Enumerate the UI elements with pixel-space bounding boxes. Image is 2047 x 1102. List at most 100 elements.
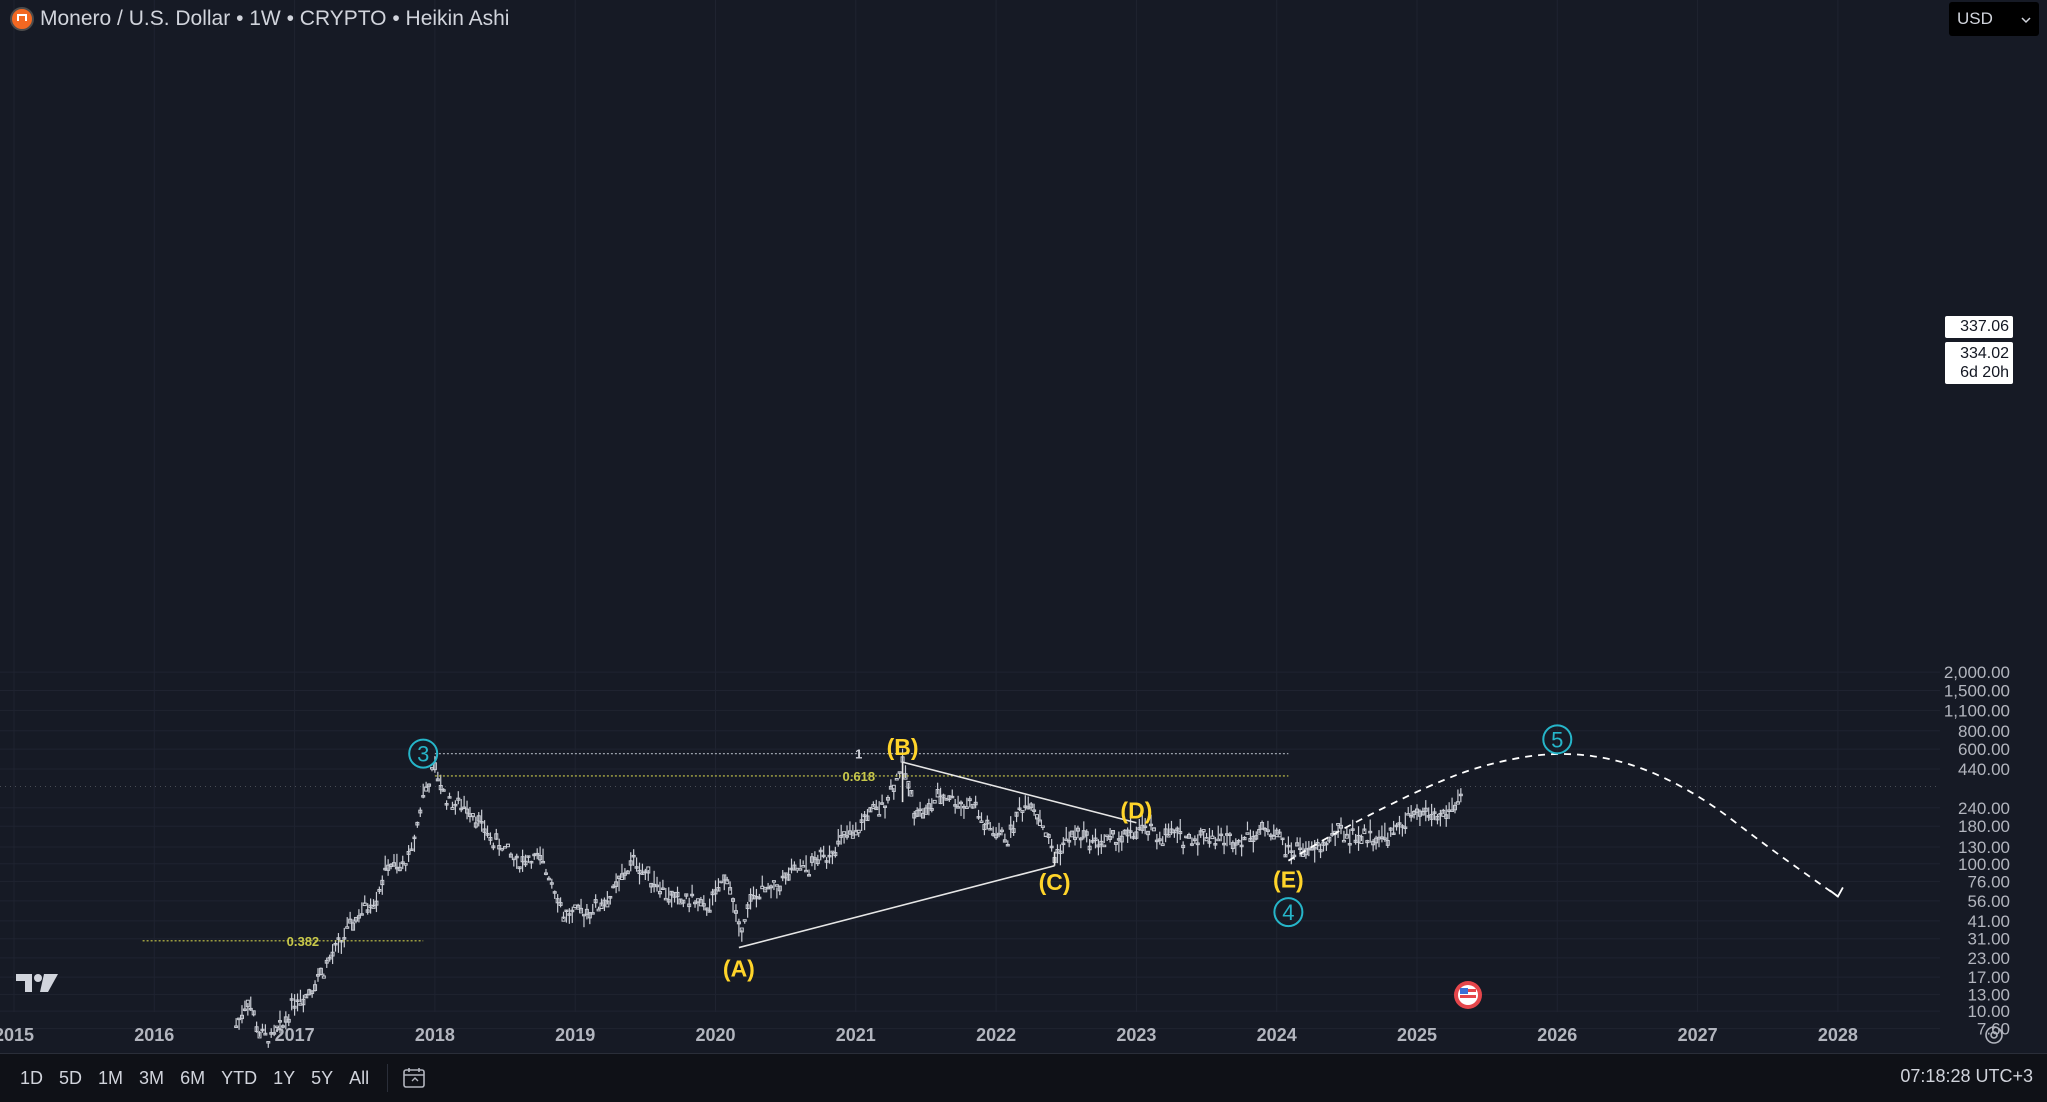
- y-tick-label: 56.00: [1967, 892, 2010, 911]
- candle-body: [818, 849, 823, 853]
- candle-body: [1283, 854, 1288, 858]
- candle-body: [698, 899, 703, 907]
- candle-body: [1032, 809, 1037, 812]
- wave-label[interactable]: (D): [1120, 798, 1152, 824]
- wave-label[interactable]: (C): [1039, 869, 1071, 895]
- candle-body: [771, 880, 776, 883]
- y-tick-label: 130.00: [1958, 838, 2010, 857]
- candle-body: [511, 857, 516, 861]
- candle-body: [523, 860, 528, 866]
- candle-body: [883, 805, 888, 808]
- candle-body: [1280, 837, 1285, 841]
- candle-body: [1289, 850, 1294, 853]
- x-tick-label: 2028: [1818, 1025, 1858, 1045]
- candle-body: [476, 815, 481, 822]
- candle-body: [409, 848, 414, 852]
- triangle-line[interactable]: [738, 864, 1055, 949]
- us-flag-event-icon[interactable]: [1453, 980, 1483, 1015]
- candle-body: [1128, 830, 1133, 833]
- candle-body: [310, 990, 315, 994]
- candle-body: [1008, 824, 1013, 830]
- candle-body: [1149, 823, 1154, 827]
- x-tick-label: 2027: [1678, 1025, 1718, 1045]
- wave-label[interactable]: (E): [1273, 867, 1304, 893]
- y-tick-label: 23.00: [1967, 949, 2010, 968]
- range-all-button[interactable]: All: [349, 1067, 370, 1088]
- candle-body: [663, 897, 668, 901]
- range-6m-button[interactable]: 6M: [180, 1067, 206, 1088]
- candle-body: [470, 813, 475, 818]
- candle-body: [535, 852, 540, 856]
- wave-circle-marker[interactable]: [1273, 897, 1304, 928]
- symbol-header[interactable]: Monero / U.S. Dollar • 1W • CRYPTO • Hei…: [10, 6, 509, 32]
- candle-body: [587, 912, 592, 919]
- y-tick-label: 240.00: [1958, 799, 2010, 818]
- chevron-down-icon: [2021, 9, 2031, 29]
- candle-body: [1219, 833, 1224, 837]
- candle-body: [769, 885, 774, 889]
- wave-circle-marker[interactable]: [408, 738, 439, 769]
- candle-body: [406, 851, 411, 855]
- projection-path[interactable]: [1287, 753, 1839, 898]
- candle-body: [584, 908, 589, 915]
- candle-body: [351, 922, 356, 931]
- candle-body: [1213, 843, 1218, 846]
- candle-body: [1134, 831, 1139, 839]
- candle-body: [745, 904, 750, 910]
- candle-body: [1075, 827, 1080, 832]
- bar-countdown: 6d 20h: [1960, 364, 2009, 381]
- range-5y-button[interactable]: 5Y: [311, 1067, 334, 1088]
- range-ytd-button[interactable]: YTD: [221, 1067, 258, 1088]
- candle-body: [1187, 834, 1192, 839]
- candle-body: [345, 926, 350, 929]
- range-1y-button[interactable]: 1Y: [273, 1067, 296, 1088]
- settings-gear-icon[interactable]: [1983, 1024, 2005, 1051]
- candle-body: [625, 870, 630, 875]
- candle-body: [503, 846, 508, 849]
- candle-body: [1227, 833, 1232, 837]
- candle-body: [1090, 840, 1095, 843]
- candle-body: [713, 889, 718, 895]
- clock[interactable]: 07:18:28 UTC+3: [1900, 1066, 2033, 1086]
- fib-level-label: 0.382: [287, 934, 320, 949]
- candle-body: [377, 888, 382, 892]
- price-chart[interactable]: 2,000.001,500.001,100.00 800.00600.00440.…: [0, 0, 2047, 1053]
- wave-label[interactable]: (A): [723, 955, 755, 981]
- triangle-line[interactable]: [902, 761, 1137, 824]
- y-tick-label: 10.00: [1967, 1002, 2010, 1021]
- candle-body: [1277, 831, 1282, 838]
- candle-body: [906, 780, 911, 789]
- candle-body: [275, 1025, 280, 1029]
- candle-body: [757, 896, 762, 900]
- candle-body: [900, 756, 905, 763]
- currency-select[interactable]: USD: [1949, 2, 2039, 36]
- candle-body: [982, 824, 987, 831]
- candle-body: [342, 937, 347, 940]
- range-1d-button[interactable]: 1D: [20, 1067, 44, 1088]
- candle-body: [517, 866, 522, 870]
- y-tick-label: 17.00: [1967, 968, 2010, 987]
- candle-body: [1298, 847, 1303, 851]
- range-3m-button[interactable]: 3M: [139, 1067, 165, 1088]
- y-tick-label: 600.00: [1958, 740, 2010, 759]
- candle-body: [245, 999, 250, 1008]
- candle-body: [555, 898, 560, 904]
- candle-body: [1391, 832, 1396, 836]
- wave-circle-marker[interactable]: [1542, 724, 1573, 755]
- candle-body: [1108, 835, 1113, 840]
- candle-body: [546, 877, 551, 881]
- tradingview-logo-icon[interactable]: [14, 970, 60, 1001]
- range-1m-button[interactable]: 1M: [98, 1067, 124, 1088]
- candle-body: [251, 1010, 256, 1016]
- candle-body: [450, 807, 455, 810]
- candle-body: [465, 808, 470, 814]
- x-tick-label: 2015: [0, 1025, 34, 1045]
- candle-body: [804, 869, 809, 873]
- range-5d-button[interactable]: 5D: [59, 1067, 83, 1088]
- candle-body: [690, 893, 695, 897]
- candle-body: [1242, 836, 1247, 841]
- calendar-icon[interactable]: [402, 1066, 428, 1090]
- wave-label[interactable]: (B): [887, 734, 919, 760]
- candle-body: [731, 898, 736, 902]
- candle-body: [891, 784, 896, 792]
